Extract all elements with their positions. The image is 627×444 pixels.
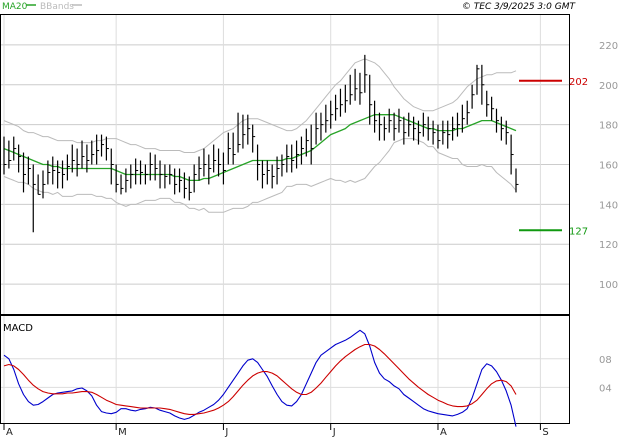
price-y-tick-label: 200 bbox=[599, 81, 618, 92]
legend-ma20-label: MA20 bbox=[2, 2, 28, 12]
price-y-tick-label: 220 bbox=[599, 41, 618, 52]
price-y-tick-label: 120 bbox=[599, 240, 618, 251]
bbands-upper-line bbox=[3, 58, 517, 153]
x-month-label: A bbox=[6, 427, 13, 438]
macd-line bbox=[3, 329, 517, 427]
price-panel-frame bbox=[0, 14, 570, 315]
macd-y-ticks: 04 08 bbox=[599, 355, 612, 395]
macd-lines bbox=[3, 329, 517, 427]
level-marker-label: 127 bbox=[569, 226, 588, 237]
bbands-lines bbox=[3, 58, 517, 213]
copyright-timestamp: © TEC 3/9/2025 3:0 GMT bbox=[462, 2, 577, 12]
macd-y-tick-label: 08 bbox=[599, 355, 612, 366]
price-y-tick-label: 180 bbox=[599, 121, 618, 132]
indicator-gridlines bbox=[1, 316, 569, 423]
x-month-label: S bbox=[542, 427, 548, 438]
price-bars bbox=[3, 54, 519, 233]
x-month-label: A bbox=[440, 427, 447, 438]
price-y-tick-label: 100 bbox=[599, 280, 618, 291]
x-month-label: M bbox=[118, 427, 127, 438]
x-month-label: J bbox=[224, 427, 228, 438]
macd-panel-title: MACD bbox=[3, 323, 33, 334]
price-y-tick-label: 140 bbox=[599, 200, 618, 211]
price-gridlines bbox=[1, 15, 569, 314]
bbands-lower-line bbox=[3, 138, 517, 213]
level-markers: 202 127 bbox=[519, 77, 588, 237]
x-month-label: J bbox=[332, 427, 336, 438]
macd-y-tick-label: 04 bbox=[599, 383, 612, 394]
macd-signal-line bbox=[3, 343, 517, 415]
indicator-panel-frame bbox=[0, 315, 570, 424]
level-marker-label: 202 bbox=[569, 77, 588, 88]
legend-bbands-label: BBands bbox=[40, 2, 74, 12]
price-y-tick-label: 160 bbox=[599, 161, 618, 172]
price-y-ticks: 100 120 140 160 180 200 220 bbox=[599, 41, 618, 291]
